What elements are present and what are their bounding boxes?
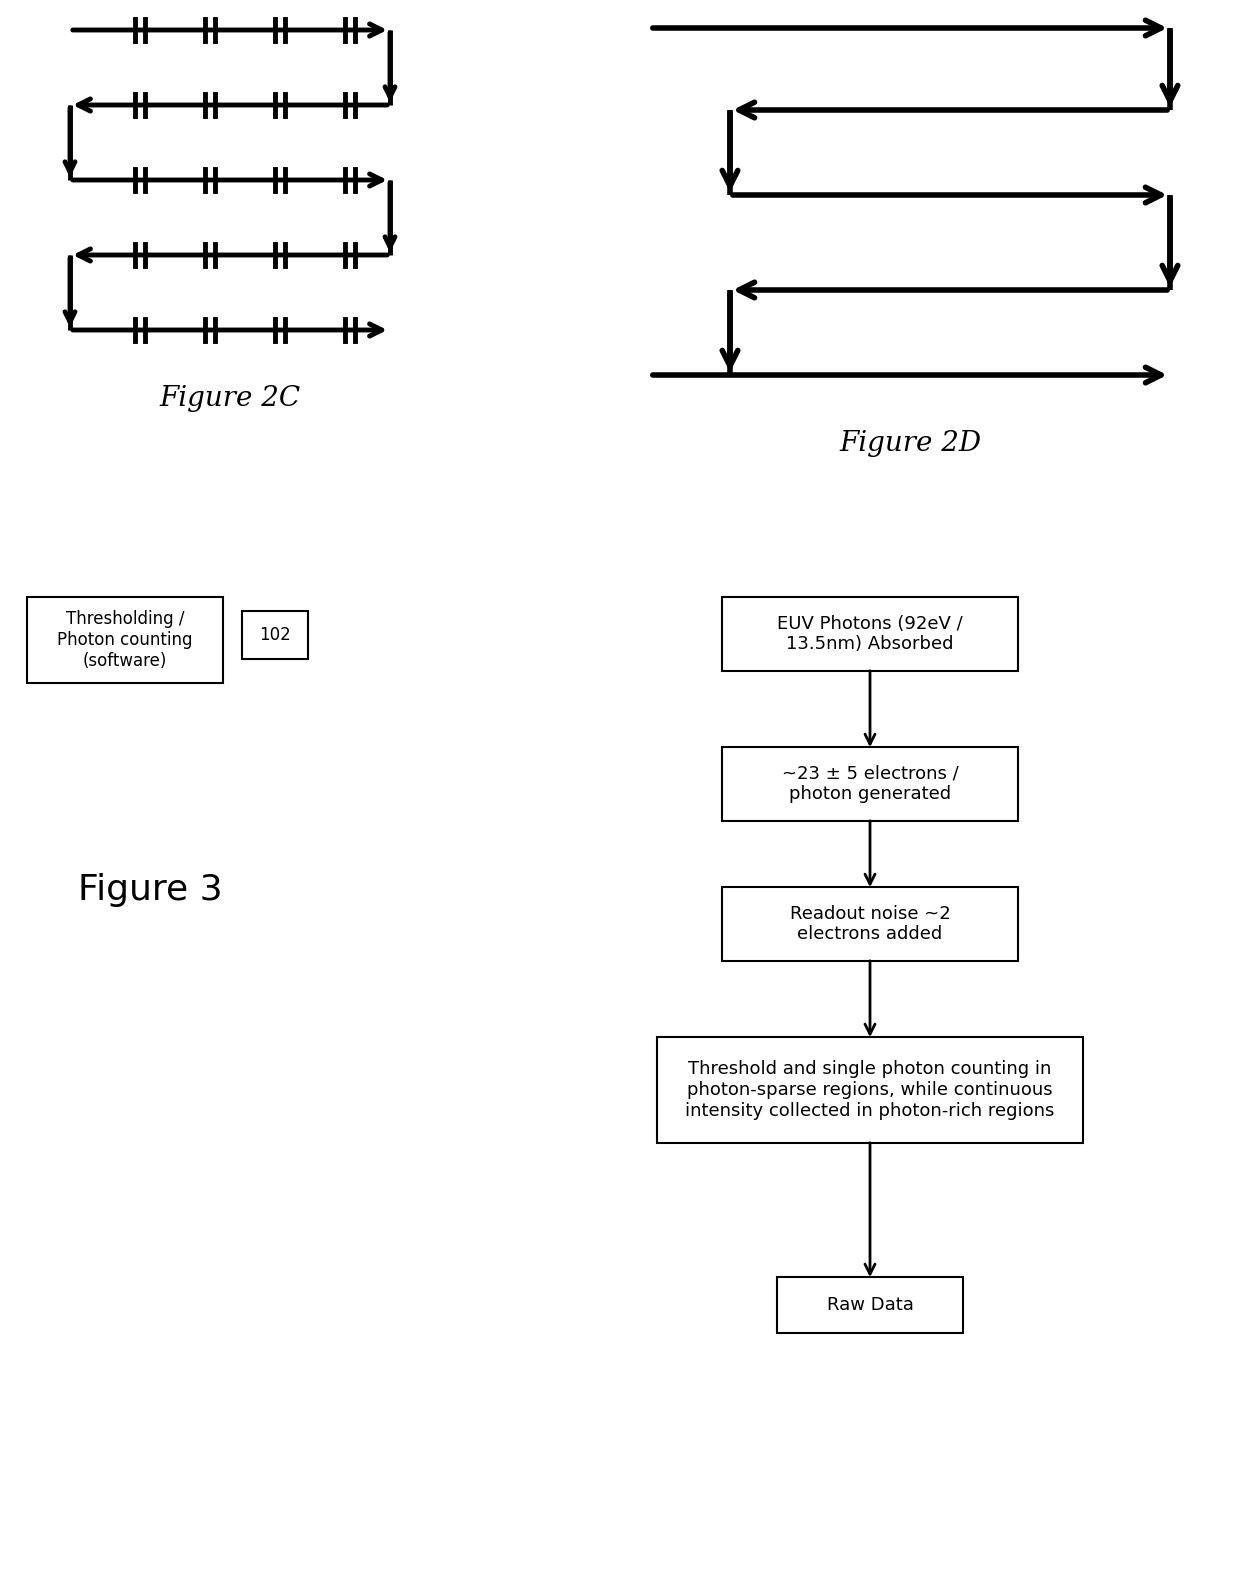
- Text: Figure 3: Figure 3: [78, 873, 222, 907]
- FancyBboxPatch shape: [777, 1278, 963, 1333]
- FancyBboxPatch shape: [722, 748, 1018, 821]
- FancyBboxPatch shape: [657, 1037, 1083, 1142]
- FancyBboxPatch shape: [722, 888, 1018, 961]
- Text: Readout noise ~2
electrons added: Readout noise ~2 electrons added: [790, 905, 950, 943]
- FancyBboxPatch shape: [242, 611, 308, 659]
- Text: Figure 2C: Figure 2C: [160, 385, 300, 412]
- Text: Threshold and single photon counting in
photon-sparse regions, while continuous
: Threshold and single photon counting in …: [686, 1060, 1055, 1120]
- Text: Raw Data: Raw Data: [827, 1297, 914, 1314]
- Text: ~23 ± 5 electrons /
photon generated: ~23 ± 5 electrons / photon generated: [781, 765, 959, 803]
- FancyBboxPatch shape: [722, 597, 1018, 671]
- Text: Figure 2D: Figure 2D: [839, 430, 981, 457]
- Text: Thresholding /
Photon counting
(software): Thresholding / Photon counting (software…: [57, 611, 192, 670]
- FancyBboxPatch shape: [27, 597, 223, 683]
- Text: 102: 102: [259, 625, 291, 644]
- Text: EUV Photons (92eV /
13.5nm) Absorbed: EUV Photons (92eV / 13.5nm) Absorbed: [777, 614, 963, 654]
